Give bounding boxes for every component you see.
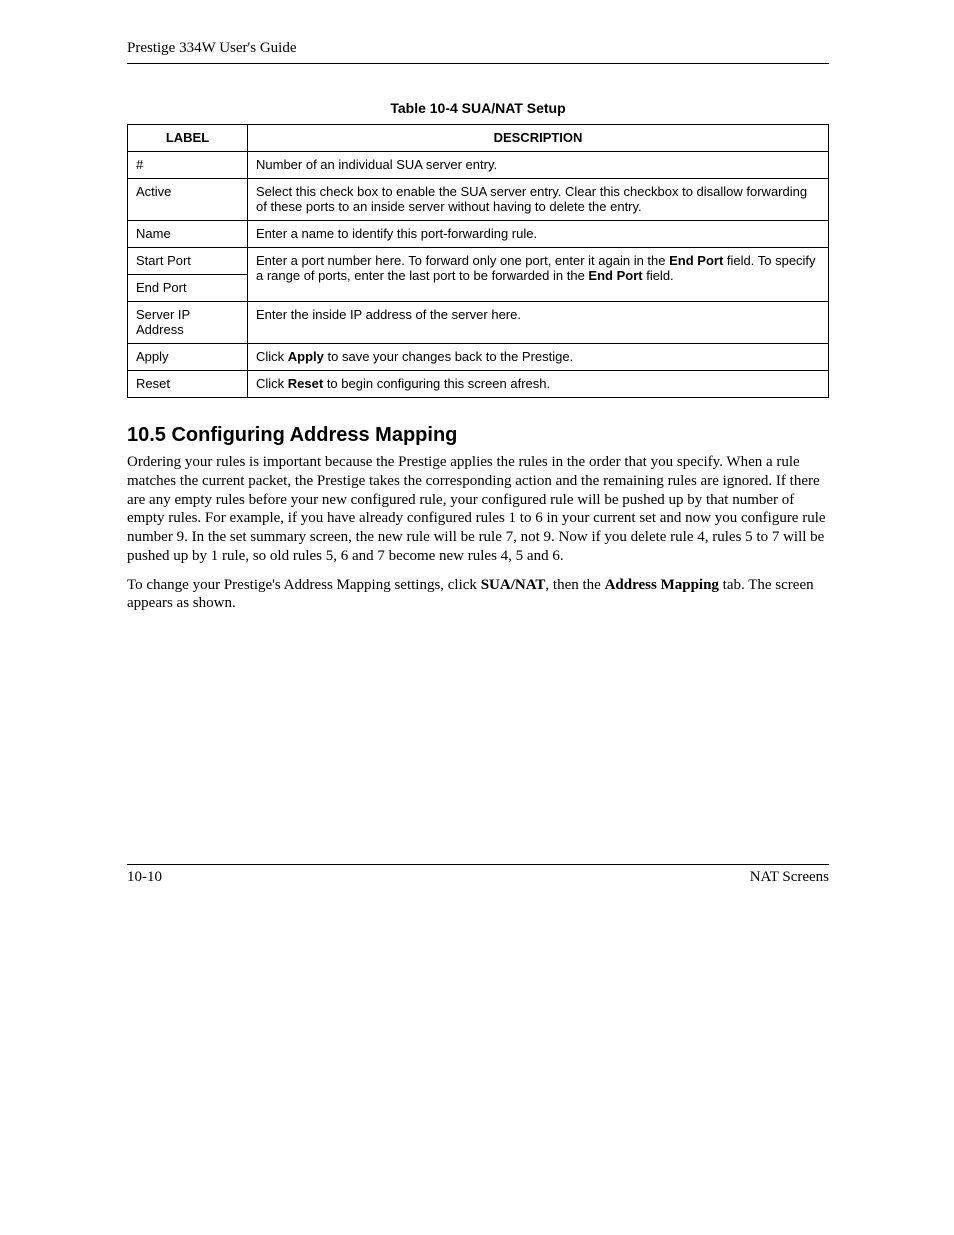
p2-text: , then the [545,577,604,593]
table-row: # Number of an individual SUA server ent… [128,152,829,179]
cell-desc: Enter a port number here. To forward onl… [248,248,829,302]
cell-desc: Select this check box to enable the SUA … [248,179,829,221]
table-row: Server IP Address Enter the inside IP ad… [128,302,829,344]
table-row: Start Port Enter a port number here. To … [128,248,829,275]
desc-text: Click [256,349,288,364]
desc-text: field. [643,268,674,283]
p2-text: To change your Prestige's Address Mappin… [127,577,481,593]
cell-label: # [128,152,248,179]
desc-text: to begin configuring this screen afresh. [323,376,550,391]
table-row: Active Select this check box to enable t… [128,179,829,221]
cell-desc: Click Reset to begin configuring this sc… [248,371,829,398]
cell-desc: Click Apply to save your changes back to… [248,344,829,371]
cell-label: End Port [128,275,248,302]
table-header-row: LABEL DESCRIPTION [128,125,829,152]
header-title: Prestige 334W User's Guide [127,40,296,56]
desc-bold: Apply [288,349,324,364]
footer-section-name: NAT Screens [750,869,829,886]
cell-label: Server IP Address [128,302,248,344]
body-paragraph: Ordering your rules is important because… [127,453,829,566]
cell-label: Start Port [128,248,248,275]
cell-label: Reset [128,371,248,398]
desc-text: to save your changes back to the Prestig… [324,349,573,364]
table-caption: Table 10-4 SUA/NAT Setup [127,100,829,116]
table-row: Name Enter a name to identify this port-… [128,221,829,248]
page-header: Prestige 334W User's Guide [127,40,829,64]
desc-bold: Reset [288,376,323,391]
sua-nat-table: LABEL DESCRIPTION # Number of an individ… [127,124,829,398]
p2-bold: Address Mapping [605,577,719,593]
cell-label: Active [128,179,248,221]
desc-bold: End Port [588,268,642,283]
page-footer: 10-10 NAT Screens [127,864,829,886]
desc-text: Enter a port number here. To forward onl… [256,253,669,268]
col-description: DESCRIPTION [248,125,829,152]
section-heading: 10.5 Configuring Address Mapping [127,424,829,447]
col-label: LABEL [128,125,248,152]
desc-bold: End Port [669,253,723,268]
footer-page-number: 10-10 [127,869,162,886]
cell-desc: Number of an individual SUA server entry… [248,152,829,179]
table-row: Reset Click Reset to begin configuring t… [128,371,829,398]
cell-label: Name [128,221,248,248]
body-paragraph: To change your Prestige's Address Mappin… [127,576,829,614]
table-row: Apply Click Apply to save your changes b… [128,344,829,371]
cell-label: Apply [128,344,248,371]
desc-text: Click [256,376,288,391]
cell-desc: Enter the inside IP address of the serve… [248,302,829,344]
p2-bold: SUA/NAT [481,577,546,593]
cell-desc: Enter a name to identify this port-forwa… [248,221,829,248]
